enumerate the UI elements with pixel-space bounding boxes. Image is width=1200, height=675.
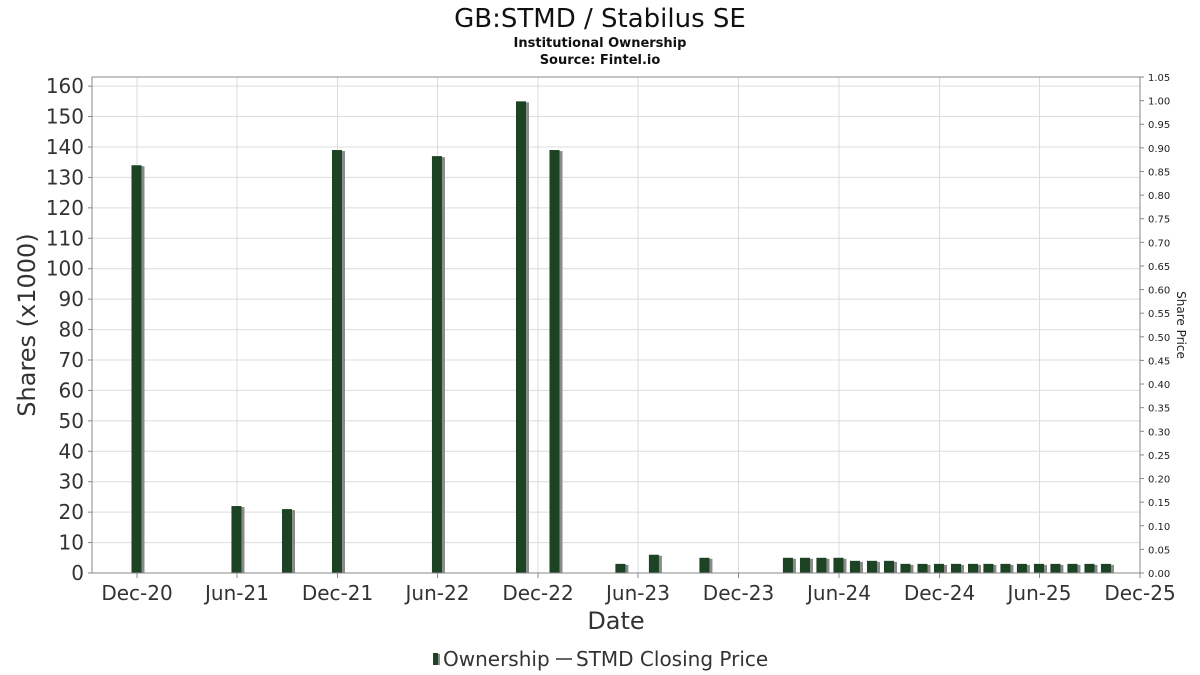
- chart-title: GB:STMD / Stabilus SE: [454, 4, 746, 34]
- y2-axis-ticks: 0.00 0.05 0.10 0.15 0.20 0.25 0.30 0.35 0.40 0.45…: [1140, 73, 1170, 580]
- ownership-bar: [1050, 563, 1061, 573]
- x-tick-label: Jun-24: [805, 581, 871, 605]
- y-tick-label: 50: [59, 409, 84, 433]
- x-tick-label: Jun-22: [404, 581, 470, 605]
- ownership-bar: [615, 563, 626, 573]
- ownership-bar: [933, 563, 944, 573]
- x-tick-label: Dec-25: [1104, 581, 1175, 605]
- y-axis-ticks: 0 10 20 30 40 50 60 70 80 90 100 110 120 130 140 150 160: [46, 74, 92, 585]
- ownership-legend-swatch: [433, 653, 438, 665]
- x-tick-label: Dec-22: [502, 581, 573, 605]
- price-legend-label: STMD Closing Price: [576, 647, 768, 671]
- y-tick-label: 10: [59, 531, 84, 555]
- y-tick-label: 90: [59, 287, 84, 311]
- ownership-bar: [849, 560, 860, 573]
- ownership-bar: [648, 554, 659, 573]
- ownership-bar: [1016, 563, 1027, 573]
- y2-tick-label: 0.35: [1148, 404, 1170, 415]
- ownership-bar: [1100, 563, 1111, 573]
- y-tick-label: 80: [59, 318, 84, 342]
- y-tick-label: 160: [46, 74, 84, 98]
- y-tick-label: 110: [46, 226, 84, 250]
- chart-source: Source: Fintel.io: [540, 53, 661, 68]
- y2-tick-label: 0.10: [1148, 522, 1170, 533]
- x-tick-label: Dec-20: [101, 581, 172, 605]
- ownership-bar: [866, 560, 877, 573]
- ownership-bar: [1000, 563, 1011, 573]
- y-tick-label: 140: [46, 135, 84, 159]
- y2-tick-label: 0.55: [1148, 309, 1170, 320]
- y2-tick-label: 0.45: [1148, 356, 1170, 367]
- ownership-legend-label: Ownership: [443, 647, 550, 671]
- ownership-bar: [331, 150, 342, 573]
- y-tick-label: 0: [71, 561, 84, 585]
- chart-subtitle: Institutional Ownership: [514, 36, 687, 51]
- ownership-bar: [231, 506, 242, 573]
- ownership-bar: [782, 557, 793, 573]
- y2-tick-label: 0.60: [1148, 286, 1170, 297]
- ownership-bar: [799, 557, 810, 573]
- y2-tick-label: 0.20: [1148, 475, 1170, 486]
- y2-axis-title: Share Price: [1174, 291, 1188, 359]
- y2-tick-label: 0.75: [1148, 215, 1170, 226]
- y-tick-label: 40: [59, 439, 84, 463]
- y-axis-title: Shares (x1000): [13, 233, 41, 416]
- y2-tick-label: 0.00: [1148, 569, 1170, 580]
- ownership-bar: [281, 509, 292, 573]
- y-tick-label: 20: [59, 500, 84, 524]
- y-tick-label: 60: [59, 378, 84, 402]
- y2-tick-label: 0.30: [1148, 427, 1170, 438]
- ownership-bar: [1084, 563, 1095, 573]
- ownership-bar: [968, 563, 979, 573]
- y-tick-label: 30: [59, 470, 84, 494]
- ownership-bar: [816, 557, 827, 573]
- y2-tick-label: 1.00: [1148, 97, 1170, 108]
- y2-tick-label: 1.05: [1148, 73, 1170, 84]
- y-tick-label: 100: [46, 257, 84, 281]
- ownership-bar: [431, 156, 442, 573]
- x-axis-title: Date: [587, 607, 644, 635]
- ownership-bar: [549, 150, 560, 573]
- y2-tick-label: 0.80: [1148, 191, 1170, 202]
- y2-tick-label: 0.85: [1148, 167, 1170, 178]
- y-tick-label: 130: [46, 165, 84, 189]
- y-tick-label: 70: [59, 348, 84, 372]
- ownership-legend-swatch-shadow: [438, 654, 440, 665]
- y2-tick-label: 0.65: [1148, 262, 1170, 273]
- x-tick-label: Jun-25: [1006, 581, 1072, 605]
- y2-tick-label: 0.05: [1148, 545, 1170, 556]
- x-tick-label: Jun-23: [604, 581, 670, 605]
- ownership-bars: [131, 101, 1114, 573]
- ownership-bar: [1067, 563, 1078, 573]
- ownership-bar: [131, 165, 142, 573]
- ownership-bar: [833, 557, 844, 573]
- y-tick-label: 150: [46, 105, 84, 129]
- y2-tick-label: 0.95: [1148, 120, 1170, 131]
- x-tick-label: Dec-21: [302, 581, 373, 605]
- y2-tick-label: 0.40: [1148, 380, 1170, 391]
- y2-tick-label: 0.90: [1148, 144, 1170, 155]
- y2-tick-label: 0.50: [1148, 333, 1170, 344]
- y2-tick-label: 0.70: [1148, 238, 1170, 249]
- ownership-bar: [917, 563, 928, 573]
- ownership-bar: [900, 563, 911, 573]
- x-tick-label: Dec-23: [703, 581, 774, 605]
- x-tick-label: Jun-21: [203, 581, 269, 605]
- ownership-bar: [883, 560, 894, 573]
- y2-tick-label: 0.25: [1148, 451, 1170, 462]
- ownership-bar: [515, 101, 526, 573]
- legend: Ownership STMD Closing Price: [433, 647, 768, 671]
- grid-lines: [92, 77, 1141, 574]
- plot-area-frame: [91, 76, 1141, 574]
- ownership-bar: [950, 563, 961, 573]
- y-tick-label: 120: [46, 196, 84, 220]
- ownership-bar: [1033, 563, 1044, 573]
- x-tick-label: Dec-24: [904, 581, 975, 605]
- ownership-bar: [699, 557, 710, 573]
- ownership-bar: [983, 563, 994, 573]
- y2-tick-label: 0.15: [1148, 498, 1170, 509]
- x-axis-ticks: Dec-20 Jun-21 Dec-21 Jun-22 Dec-22 Jun-23 Dec-…: [101, 573, 1176, 605]
